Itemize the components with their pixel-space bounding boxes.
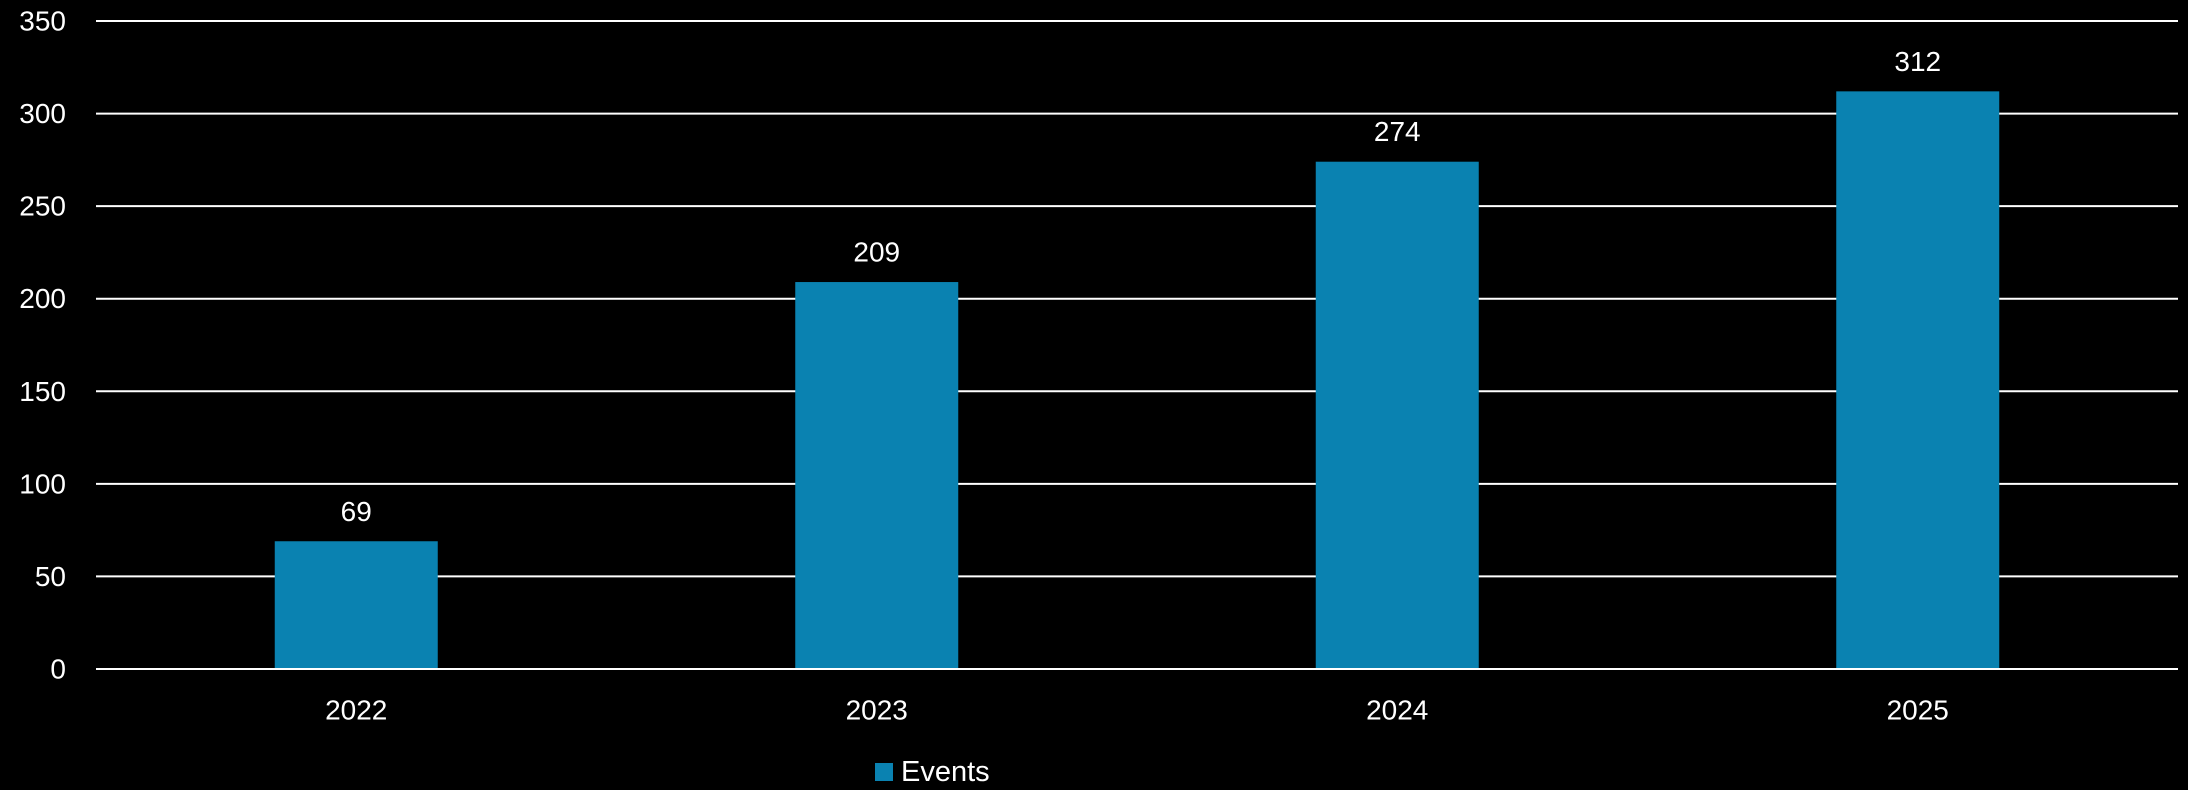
y-tick-label-200: 200 xyxy=(19,283,66,314)
data-label-2023: 209 xyxy=(853,237,900,268)
y-tick-label-100: 100 xyxy=(19,468,66,499)
data-label-2024: 274 xyxy=(1374,116,1421,147)
y-tick-label-150: 150 xyxy=(19,376,66,407)
bar-2023 xyxy=(795,282,959,669)
bar-2025 xyxy=(1836,91,2000,669)
x-tick-label-2024: 2024 xyxy=(1366,695,1428,726)
x-tick-label-2022: 2022 xyxy=(325,695,387,726)
y-tick-label-250: 250 xyxy=(19,191,66,222)
y-tick-label-300: 300 xyxy=(19,98,66,129)
y-tick-label-50: 50 xyxy=(35,561,66,592)
data-label-2025: 312 xyxy=(1894,46,1941,77)
legend-label-events: Events xyxy=(901,756,990,788)
bar-2022 xyxy=(274,541,438,669)
legend-swatch-events xyxy=(875,763,893,781)
chart-legend: Events xyxy=(875,754,990,790)
data-label-2022: 69 xyxy=(341,496,372,527)
y-tick-label-0: 0 xyxy=(50,654,66,685)
bar-2024 xyxy=(1315,161,1479,670)
y-tick-label-350: 350 xyxy=(19,6,66,37)
x-tick-label-2023: 2023 xyxy=(846,695,908,726)
x-tick-label-2025: 2025 xyxy=(1887,695,1949,726)
